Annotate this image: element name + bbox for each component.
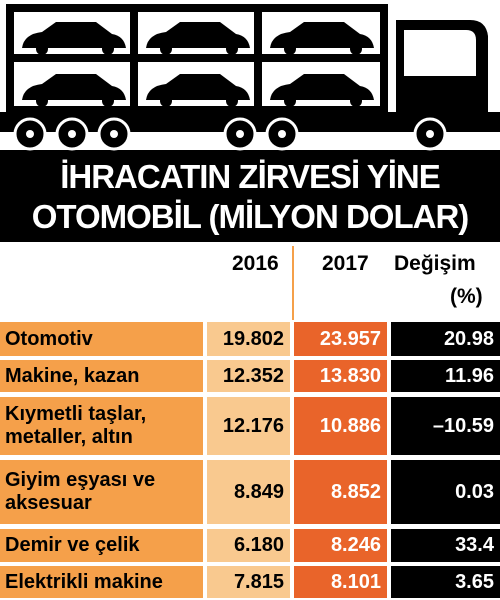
value-2017: 8.101: [294, 566, 387, 598]
change-percent: 11.96: [391, 360, 500, 392]
change-percent: 20.98: [391, 322, 500, 356]
truck-illustration: [0, 4, 500, 151]
row-label: Demir ve çelik: [0, 529, 203, 562]
change-percent: –10.59: [391, 397, 500, 455]
value-2016: 12.352: [207, 360, 290, 392]
column-header: (%): [450, 285, 483, 308]
row-label: Otomotiv: [0, 322, 203, 356]
change-percent: 3.65: [391, 566, 500, 598]
column-header: Değişim: [394, 252, 476, 275]
row-label: Kıymetli taşlar, metaller, altın: [0, 397, 203, 455]
value-2017: 8.852: [294, 460, 387, 524]
change-percent: 33.4: [391, 529, 500, 562]
title-line: İHRACATIN ZİRVESİ YİNE: [60, 158, 441, 195]
value-2017: 10.886: [294, 397, 387, 455]
value-2016: 6.180: [207, 529, 290, 562]
row-label: Makine, kazan: [0, 360, 203, 392]
value-2016: 7.815: [207, 566, 290, 598]
title-line: OTOMOBİL (MİLYON DOLAR): [31, 198, 470, 235]
value-2017: 13.830: [294, 360, 387, 392]
value-2016: 12.176: [207, 397, 290, 455]
row-label: Elektrikli makine: [0, 566, 203, 598]
column-divider: [292, 246, 294, 320]
change-percent: 0.03: [391, 460, 500, 524]
column-header: 2016: [232, 252, 279, 275]
value-2017: 8.246: [294, 529, 387, 562]
row-label: Giyim eşyası ve aksesuar: [0, 460, 203, 524]
value-2016: 19.802: [207, 322, 290, 356]
value-2016: 8.849: [207, 460, 290, 524]
value-2017: 23.957: [294, 322, 387, 356]
column-header: 2017: [322, 252, 369, 275]
